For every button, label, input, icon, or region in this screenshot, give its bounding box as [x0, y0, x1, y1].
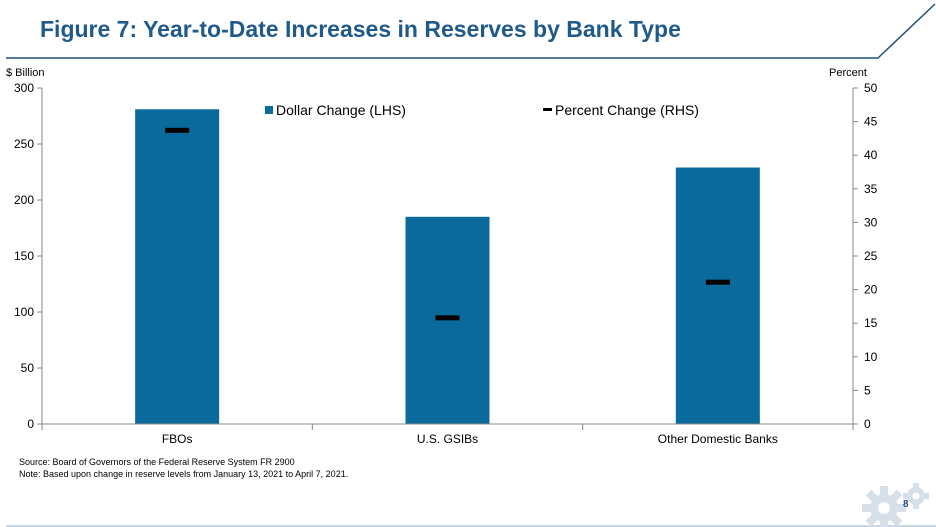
left-tick-label: 300: [14, 81, 34, 95]
right-tick-label: 10: [864, 350, 878, 364]
right-tick-label: 45: [864, 115, 878, 129]
source-note: Source: Board of Governors of the Federa…: [19, 457, 295, 467]
left-axis-label: $ Billion: [6, 67, 45, 79]
right-tick-label: 5: [864, 383, 871, 397]
slide-title: Figure 7: Year-to-Date Increases in Rese…: [40, 16, 681, 42]
legend-swatch-dollar-change: [265, 106, 273, 114]
gear-logo-icon: [862, 483, 929, 527]
bar-1: [135, 109, 220, 424]
right-tick-label: 20: [864, 283, 878, 297]
right-tick-label: 25: [864, 249, 878, 263]
right-tick-label: 15: [864, 316, 878, 330]
left-tick-label: 0: [27, 417, 34, 431]
percent-marker-2: [435, 315, 460, 321]
chart-notes: Source: Board of Governors of the Federa…: [19, 456, 348, 480]
category-label: U.S. GSIBs: [417, 432, 478, 446]
right-tick-label: 35: [864, 182, 878, 196]
left-tick-label: 50: [21, 361, 35, 375]
percent-marker-1: [165, 127, 190, 133]
right-tick-label: 0: [864, 417, 871, 431]
bar-2: [405, 216, 490, 424]
category-label: Other Domestic Banks: [658, 432, 778, 446]
legend-label-percent-change: Percent Change (RHS): [555, 102, 699, 118]
left-tick-label: 200: [14, 193, 34, 207]
legend-label-dollar-change: Dollar Change (LHS): [276, 102, 406, 118]
left-tick-label: 250: [14, 137, 34, 151]
legend-swatch-percent-change: [543, 108, 552, 111]
page-number: 8: [903, 499, 909, 510]
date-note: Note: Based upon change in reserve level…: [19, 469, 349, 479]
percent-marker-3: [705, 279, 730, 285]
right-tick-label: 50: [864, 81, 878, 95]
bar-3: [675, 167, 760, 424]
right-tick-label: 40: [864, 148, 878, 162]
left-tick-label: 100: [14, 305, 34, 319]
right-tick-label: 30: [864, 215, 878, 229]
category-label: FBOs: [162, 432, 193, 446]
title-underline: [6, 3, 936, 59]
right-axis-label: Percent: [829, 67, 867, 79]
left-tick-label: 150: [14, 249, 34, 263]
